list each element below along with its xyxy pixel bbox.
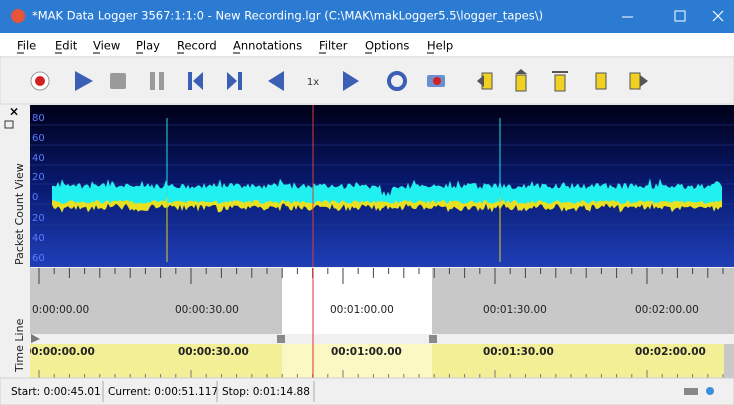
axis-label: 60 — [32, 253, 45, 264]
ruler-label: 00:01:00.00 — [330, 304, 394, 316]
menu-item[interactable]: Help — [427, 39, 453, 53]
ruler-label: 00:01:30.00 — [483, 304, 547, 316]
status-icon — [706, 387, 714, 395]
next-button[interactable] — [227, 72, 242, 90]
menu-bar — [0, 33, 734, 56]
title-bar — [0, 0, 734, 33]
selection-range — [282, 268, 432, 334]
loop-button[interactable] — [387, 71, 407, 91]
slower-button[interactable] — [268, 71, 284, 91]
faster-button[interactable] — [343, 71, 359, 91]
bookmark-button[interactable] — [595, 72, 607, 90]
menu-item[interactable]: Edit — [55, 39, 78, 53]
maximize-button[interactable] — [674, 10, 686, 22]
pause-button[interactable] — [150, 72, 155, 90]
axis-label: 60 — [32, 133, 45, 144]
menu-item[interactable]: Play — [136, 39, 160, 53]
menu-item[interactable]: Filter — [319, 39, 348, 53]
menu-item[interactable]: File — [17, 39, 36, 53]
track-label: 00:02:00.00 — [635, 346, 706, 358]
window-title: *MAK Data Logger 3567:1:1:0 - New Record… — [32, 9, 543, 23]
axis-label: 20 — [32, 213, 45, 224]
bookmark-button[interactable] — [515, 74, 527, 92]
panel-label: Packet Count View — [13, 163, 26, 265]
status-start: Start: 0:00:45.01 — [11, 386, 101, 398]
track-label: 00:00:00.00 — [24, 346, 95, 358]
selection-track — [282, 344, 432, 378]
panel-strip — [0, 105, 30, 267]
stop-button[interactable] — [110, 73, 126, 89]
record-button[interactable] — [35, 76, 45, 86]
float-panel[interactable] — [4, 120, 14, 129]
axis-label: 80 — [32, 113, 45, 124]
range-handles — [30, 334, 734, 344]
axis-label: 40 — [32, 233, 45, 244]
bookmark-button[interactable] — [629, 72, 641, 90]
speed-label: 1x — [307, 77, 319, 88]
axis-label: 20 — [32, 172, 45, 183]
close-button[interactable] — [712, 10, 724, 22]
toolbar — [0, 56, 734, 105]
menu-item[interactable]: Options — [365, 39, 409, 53]
track-end — [724, 344, 734, 378]
menu-item[interactable]: Record — [177, 39, 217, 53]
axis-label: 0 — [32, 192, 38, 203]
status-current: Current: 0:00:51.117 — [108, 386, 218, 398]
menu-item[interactable]: View — [93, 39, 120, 53]
close-panel[interactable]: × — [9, 105, 19, 119]
track-label: 00:01:00.00 — [331, 346, 402, 358]
network-icon — [684, 388, 698, 395]
toolbar-icons: 1x — [30, 69, 648, 92]
packet-plot — [30, 105, 734, 267]
axis-label: 40 — [32, 153, 45, 164]
track-label: 00:01:30.00 — [483, 346, 554, 358]
bookmark-button[interactable] — [554, 74, 566, 92]
clip-left — [0, 344, 30, 378]
ruler-label: 0:00:00.00 — [32, 304, 89, 316]
status-stop: Stop: 0:01:14.88 — [222, 386, 310, 398]
range-start-handle[interactable] — [277, 335, 285, 343]
prev-button[interactable] — [188, 72, 203, 90]
start-marker — [31, 334, 40, 343]
menu-item[interactable]: Annotations — [233, 39, 302, 53]
range-end-handle[interactable] — [429, 335, 437, 343]
packet-band — [52, 178, 722, 204]
ruler-label: 00:02:00.00 — [635, 304, 699, 316]
panel-label: Time Line — [13, 318, 26, 373]
app-icon — [11, 9, 25, 23]
status-bar — [0, 377, 734, 405]
play-button[interactable] — [75, 71, 93, 91]
ruler-label: 00:00:30.00 — [175, 304, 239, 316]
track-label: 00:00:30.00 — [178, 346, 249, 358]
